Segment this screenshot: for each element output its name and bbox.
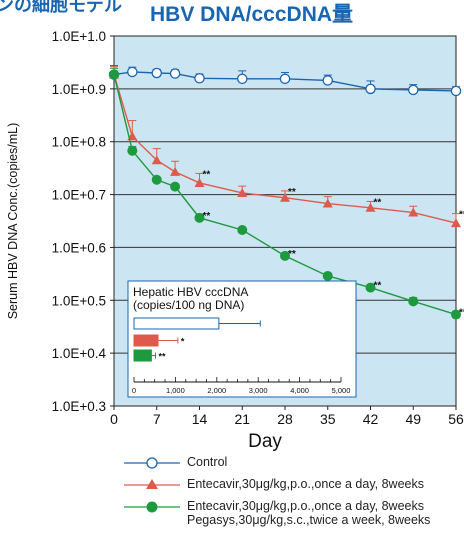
- x-tick-label: 49: [405, 411, 421, 427]
- data-point: [322, 75, 333, 86]
- data-point: [451, 309, 461, 320]
- significance-mark: **: [459, 210, 464, 221]
- inset-significance-mark: *: [181, 337, 185, 347]
- significance-mark: **: [374, 280, 382, 291]
- data-point: [109, 69, 119, 80]
- legend-label-entecavir: Entecavir,30μg/kg,p.o.,once a day, 8week…: [187, 477, 424, 491]
- inset-title-line: (copies/100 ng DNA): [133, 298, 244, 312]
- inset-title-line: Hepatic HBV cccDNA: [133, 285, 248, 299]
- significance-mark: **: [203, 211, 211, 222]
- cut-off-heading-text: ンの細胞モデル: [0, 0, 122, 15]
- x-axis-label: Day: [248, 431, 282, 452]
- data-point: [408, 207, 419, 217]
- open-circle-marker-icon: [124, 457, 180, 469]
- significance-mark: **: [203, 169, 211, 180]
- inset-significance-mark: **: [159, 352, 167, 362]
- y-tick-label: 1.0E+0.4: [52, 346, 107, 361]
- data-point: [151, 174, 162, 185]
- data-point: [322, 198, 333, 208]
- inset-tick-label: 2,000: [207, 386, 226, 395]
- data-point: [194, 212, 205, 223]
- data-point: [365, 282, 376, 293]
- data-point: [127, 66, 138, 78]
- data-point: [451, 218, 461, 228]
- data-point: [322, 270, 333, 281]
- significance-mark: **: [288, 249, 296, 260]
- chart-title: HBV DNA/cccDNA量: [150, 3, 354, 26]
- data-point: [194, 177, 205, 187]
- y-tick-label: 1.0E+0.9: [52, 82, 106, 97]
- legend-label-combination-line1: Entecavir,30μg/kg,p.o.,once a day, 8week…: [187, 499, 424, 513]
- inset-bar: [133, 317, 220, 330]
- y-tick-label: 1.0E+1.0: [52, 29, 106, 44]
- data-point: [365, 202, 376, 212]
- inset-tick-label: 4,000: [290, 386, 309, 395]
- y-axis-label: Serum HBV DNA Conc.(copies/mL): [6, 123, 20, 320]
- significance-mark: **: [374, 197, 382, 208]
- significance-mark: **: [288, 187, 296, 198]
- x-tick-label: 28: [277, 411, 293, 427]
- data-point: [407, 84, 419, 96]
- inset-tick-label: 5,000: [332, 386, 351, 395]
- x-tick-label: 56: [448, 411, 464, 427]
- inset-box: [127, 280, 357, 398]
- data-point: [151, 67, 162, 79]
- legend-label-control: Control: [187, 455, 228, 469]
- x-tick-label: 0: [110, 411, 118, 427]
- y-tick-label: 1.0E+0.8: [52, 135, 106, 150]
- data-point: [127, 145, 138, 156]
- data-point: [237, 224, 248, 235]
- legend-item-entecavir: Entecavir,30μg/kg,p.o.,once a day, 8week…: [122, 474, 464, 496]
- y-tick-label: 1.0E+0.5: [52, 293, 106, 308]
- data-point: [170, 181, 181, 192]
- data-point: [170, 166, 181, 176]
- legend-item-control: Control: [122, 452, 464, 474]
- x-tick-label: 7: [153, 411, 161, 427]
- data-point: [280, 250, 290, 261]
- inset-tick-label: 0: [132, 386, 136, 395]
- data-point: [450, 85, 462, 97]
- inset-tick-label: 1,000: [166, 386, 185, 395]
- x-tick-label: 42: [363, 411, 379, 427]
- significance-mark: **: [459, 307, 464, 318]
- legend-label-combination-line2: Pegasys,30μg/kg,s.c.,twice a week, 8week…: [187, 513, 431, 527]
- data-point: [236, 73, 248, 85]
- data-point: [365, 83, 376, 95]
- x-tick-label: 14: [192, 411, 208, 427]
- inset-bar: [133, 349, 152, 362]
- data-point: [194, 73, 205, 84]
- data-point: [408, 296, 419, 307]
- data-point: [151, 155, 162, 165]
- inset-tick-label: 3,000: [249, 386, 268, 395]
- legend: Control Entecavir,30μg/kg,p.o.,once a da…: [122, 452, 464, 532]
- triangle-marker-icon: [124, 479, 180, 489]
- y-tick-label: 1.0E+0.3: [52, 399, 106, 414]
- data-point: [280, 192, 290, 202]
- legend-item-combination: Entecavir,30μg/kg,p.o.,once a day, 8week…: [122, 496, 464, 532]
- data-point: [279, 73, 291, 85]
- line-chart: 1.0E+0.3 1.0E+0.4 1.0E+0.5 1.0E+0.6 1.0E+0.7…: [6, 29, 464, 452]
- y-tick-label: 1.0E+0.6: [52, 240, 106, 255]
- data-point: [237, 187, 248, 197]
- filled-circle-marker-icon: [124, 501, 180, 513]
- inset-bar: [133, 334, 159, 347]
- x-tick-label: 21: [234, 411, 250, 427]
- data-point: [169, 68, 181, 79]
- x-tick-label: 35: [320, 411, 336, 427]
- y-tick-label: 1.0E+0.7: [52, 188, 106, 203]
